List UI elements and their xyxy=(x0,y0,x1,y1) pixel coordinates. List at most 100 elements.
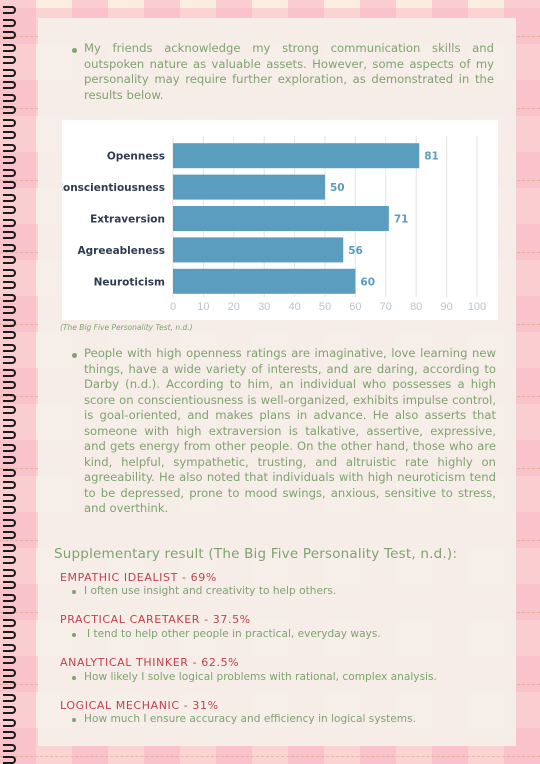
x-tick-label: 0 xyxy=(170,301,176,313)
spiral-ring xyxy=(3,281,16,289)
result-title-practical-caretaker: PRACTICAL CARETAKER - 37.5% xyxy=(60,613,251,626)
spiral-ring xyxy=(3,18,16,27)
bullet-dot xyxy=(72,590,76,594)
spiral-ring xyxy=(3,443,16,452)
result-desc-logical-mechanic: How much I ensure accuracy and efficienc… xyxy=(84,713,416,725)
bar-extraversion xyxy=(173,206,389,231)
spiral-ring xyxy=(3,556,16,564)
spiral-ring xyxy=(3,306,16,314)
spiral-ring xyxy=(3,681,16,689)
result-title-empathic-idealist: EMPATHIC IDEALIST - 69% xyxy=(60,571,217,584)
spiral-ring xyxy=(3,506,16,514)
bar-neuroticism xyxy=(173,268,356,294)
x-tick-label: 90 xyxy=(440,301,452,313)
analysis-paragraph: People with high openness ratings are im… xyxy=(84,346,496,515)
x-tick-label: 60 xyxy=(349,301,361,313)
spiral-ring xyxy=(3,656,16,664)
spiral-ring xyxy=(3,606,16,614)
spiral-ring xyxy=(3,118,16,127)
bar-conscientiousness xyxy=(173,174,325,200)
x-tick-label: 10 xyxy=(197,301,209,313)
spiral-ring xyxy=(3,231,16,239)
x-tick-label: 20 xyxy=(228,301,240,313)
bar-agreeableness xyxy=(173,237,344,263)
spiral-ring xyxy=(3,181,16,189)
spiral-ring xyxy=(3,293,16,302)
category-label: Extraversion xyxy=(90,214,165,226)
spiral-binding xyxy=(0,0,22,764)
spiral-ring xyxy=(3,156,16,164)
spiral-ring xyxy=(3,406,16,414)
bullet-dot xyxy=(72,353,77,358)
spiral-ring xyxy=(3,6,16,14)
spiral-ring xyxy=(3,531,16,539)
spiral-ring xyxy=(3,593,16,602)
spiral-ring xyxy=(3,31,16,39)
personality-bar-chart: 0 10 20 30 40 50 60 70 80 90 100 Openness 81 Conscien… xyxy=(55,120,498,320)
spiral-ring xyxy=(3,343,16,352)
spiral-ring xyxy=(3,206,16,214)
result-title-analytical-thinker: ANALYTICAL THINKER - 62.5% xyxy=(60,656,240,669)
spiral-ring xyxy=(3,456,16,464)
spiral-ring xyxy=(3,68,16,77)
spiral-ring xyxy=(3,393,16,402)
spiral-ring xyxy=(3,493,16,502)
spiral-ring xyxy=(3,631,16,639)
x-tick-label: 50 xyxy=(319,301,331,313)
spiral-ring xyxy=(3,168,16,177)
spiral-ring xyxy=(3,518,16,527)
spiral-ring xyxy=(3,543,16,552)
data-label: 50 xyxy=(330,182,345,194)
background-dash-line xyxy=(0,756,540,757)
chart-caption: (The Big Five Personality Test, n.d.) xyxy=(60,323,193,332)
spiral-ring xyxy=(3,243,16,252)
spiral-ring xyxy=(3,568,16,577)
spiral-ring xyxy=(3,356,16,364)
spiral-ring xyxy=(3,643,16,652)
bullet-dot xyxy=(72,48,77,53)
x-tick-label: 80 xyxy=(410,301,422,313)
spiral-ring xyxy=(3,318,16,327)
data-label: 60 xyxy=(360,276,375,288)
x-tick-label: 70 xyxy=(380,301,392,313)
spiral-ring xyxy=(3,431,16,439)
spiral-ring xyxy=(3,43,16,52)
category-label: Neuroticism xyxy=(94,276,165,288)
bullet-dot xyxy=(72,676,76,680)
x-tick-label: 40 xyxy=(288,301,300,313)
bullet-dot xyxy=(72,633,76,637)
bullet-dot xyxy=(72,718,76,722)
result-title-logical-mechanic: LOGICAL MECHANIC - 31% xyxy=(60,699,219,712)
spiral-ring xyxy=(3,693,16,702)
data-label: 71 xyxy=(394,214,409,226)
spiral-ring xyxy=(3,381,16,389)
spiral-ring xyxy=(3,468,16,477)
spiral-ring xyxy=(3,618,16,627)
intro-paragraph: My friends acknowledge my strong communi… xyxy=(84,41,494,102)
spiral-ring xyxy=(3,368,16,377)
x-tick-label: 100 xyxy=(468,301,486,313)
result-desc-practical-caretaker: I tend to help other people in practical… xyxy=(87,628,381,640)
category-label: Agreeableness xyxy=(78,245,165,257)
spiral-ring xyxy=(3,143,16,152)
spiral-ring xyxy=(3,81,16,89)
spiral-ring xyxy=(3,268,16,277)
spiral-ring xyxy=(3,481,16,489)
spiral-ring xyxy=(3,668,16,677)
category-label: Openness xyxy=(107,151,165,163)
data-label: 81 xyxy=(424,151,439,163)
spiral-ring xyxy=(3,706,16,714)
supplementary-heading: Supplementary result (The Big Five Perso… xyxy=(54,546,458,562)
spiral-ring xyxy=(3,56,16,64)
result-desc-empathic-idealist: I often use insight and creativity to he… xyxy=(84,585,337,597)
spiral-ring xyxy=(3,418,16,427)
result-desc-analytical-thinker: How likely I solve logical problems with… xyxy=(84,671,437,683)
category-label: Conscientiousness xyxy=(62,182,165,194)
chart-svg: 0 10 20 30 40 50 60 70 80 90 100 Openness 81 Conscien… xyxy=(55,136,486,313)
spiral-ring xyxy=(3,106,16,114)
spiral-ring xyxy=(3,256,16,264)
spiral-ring xyxy=(3,731,16,739)
bar-openness xyxy=(173,143,420,169)
spiral-ring xyxy=(3,93,16,102)
spiral-ring xyxy=(3,218,16,227)
